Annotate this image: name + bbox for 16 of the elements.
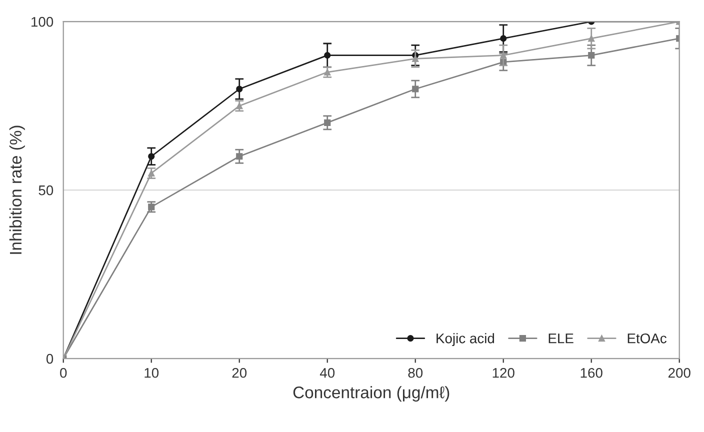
legend-label: EtOAc xyxy=(628,333,666,344)
x-tick-label: 120 xyxy=(492,368,514,378)
legend-label: Kojic acid xyxy=(436,333,494,346)
x-tick-label: 160 xyxy=(580,368,602,378)
x-tick-label: 200 xyxy=(668,368,690,378)
x-tick-label: 0 xyxy=(60,368,67,378)
y-tick-label: 0 xyxy=(46,354,54,364)
y-tick-label: 100 xyxy=(32,16,54,27)
x-tick-label: 80 xyxy=(408,368,423,378)
y-tick-label: 50 xyxy=(38,185,54,196)
x-tick-label: 10 xyxy=(144,368,159,378)
legend-label: ELE xyxy=(548,334,574,344)
x-tick-label: 20 xyxy=(232,368,247,378)
x-tick-label: 40 xyxy=(320,368,335,378)
y-axis-title: Inhibition rate (%) xyxy=(9,126,25,254)
x-axis-title: Concentraion (μg/mℓ) xyxy=(293,386,450,402)
